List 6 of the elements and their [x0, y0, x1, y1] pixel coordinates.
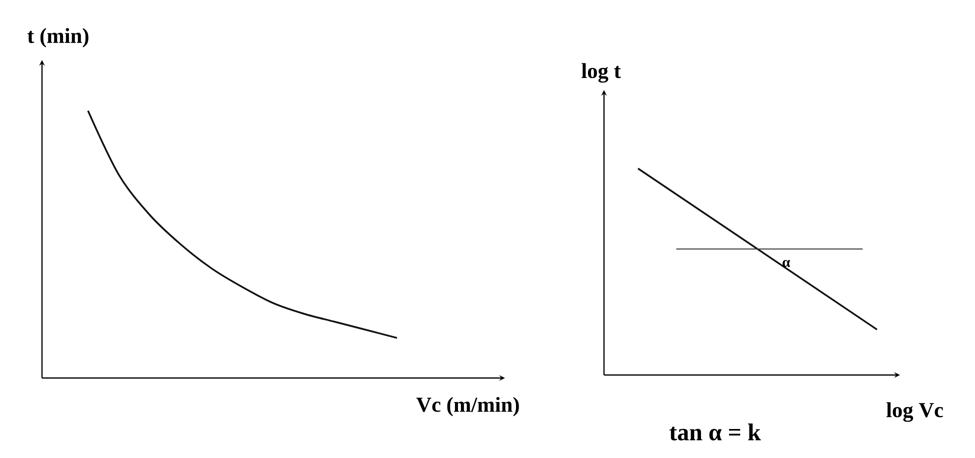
x-axis-title: Vc (m/min) [416, 396, 519, 416]
text: tan α = k [670, 424, 761, 440]
annotation: α [782, 260, 790, 268]
y-axis-title: t (min) [27, 28, 88, 48]
y-axis-title: log t [582, 63, 621, 83]
x-axis-title: log Vc [886, 402, 943, 422]
